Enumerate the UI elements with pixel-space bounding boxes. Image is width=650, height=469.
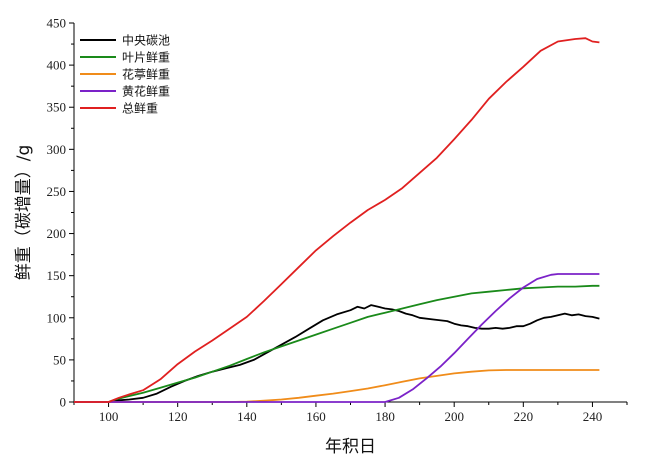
series-line (74, 369, 600, 403)
x-tick-label: 200 (444, 409, 464, 424)
y-axis-ticks: 0 50 100 150 200 250 300 350 400 450 (47, 16, 74, 410)
series-line (74, 284, 600, 403)
y-tick-label: 450 (47, 16, 67, 31)
legend-label: 中央碳池 (122, 33, 170, 48)
legend-label: 花葶鲜重 (122, 67, 170, 82)
y-tick-label: 100 (47, 310, 67, 325)
series-lines (74, 37, 600, 403)
series-line (74, 37, 600, 403)
legend-label: 总鲜重 (122, 102, 158, 116)
series-line (74, 304, 600, 403)
x-tick-label: 120 (168, 409, 188, 424)
x-tick-label: 220 (514, 409, 534, 424)
x-tick-label: 140 (237, 409, 257, 424)
legend-label: 叶片鲜重 (122, 51, 170, 65)
y-axis-title: 鲜重（碳增量）/g (14, 145, 34, 281)
series-line (74, 273, 600, 403)
y-tick-label: 200 (47, 226, 67, 241)
y-tick-label: 250 (47, 184, 67, 199)
y-tick-label: 0 (60, 395, 67, 410)
x-axis-ticks: 100 120 140 160 180 200 220 240 (73, 402, 628, 424)
x-tick-label: 160 (306, 409, 326, 424)
y-tick-label: 50 (53, 352, 66, 367)
x-tick-label: 240 (583, 409, 603, 424)
y-tick-label: 300 (47, 142, 67, 157)
y-tick-label: 350 (47, 100, 67, 115)
x-tick-label: 180 (375, 409, 395, 424)
x-axis-title: 年积日 (325, 437, 376, 457)
legend-label: 黄花鲜重 (122, 84, 170, 99)
y-tick-label: 150 (47, 268, 67, 283)
y-tick-label: 400 (47, 58, 67, 73)
x-tick-label: 100 (99, 409, 119, 424)
